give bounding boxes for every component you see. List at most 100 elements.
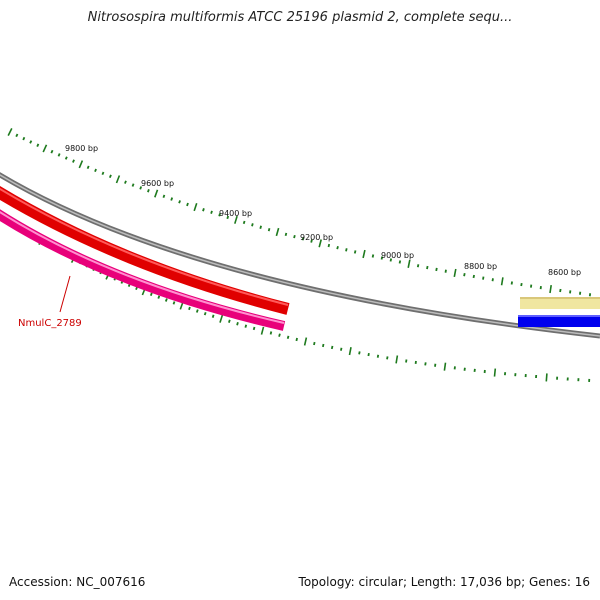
outer-scale-tick	[218, 213, 221, 217]
outer-scale-tick	[50, 149, 54, 154]
outer-scale-tick	[42, 144, 48, 153]
inner-scale-tick	[295, 337, 298, 342]
outer-scale-tick	[178, 200, 181, 204]
outer-scale-tick	[472, 274, 475, 279]
outer-scale-tick	[453, 268, 457, 278]
inner-scale-tick	[219, 314, 224, 323]
inner-scale-tick	[313, 341, 316, 346]
inner-scale-tick	[330, 345, 334, 350]
inner-scale-tick	[211, 314, 215, 318]
outer-scale-tick	[559, 288, 562, 293]
gene-red[interactable]	[0, 185, 290, 315]
outer-scale-tick	[115, 175, 121, 184]
inner-scale-tick	[195, 309, 199, 313]
outer-scale-tick	[310, 239, 313, 243]
gene-yellow[interactable]	[520, 297, 600, 309]
outer-scale-tick	[226, 215, 230, 220]
outer-scale-tick	[435, 267, 438, 272]
tick-label-9600: 9600 bp	[141, 179, 174, 188]
outer-scale-tick	[22, 136, 26, 141]
tick-label-9400: 9400 bp	[219, 209, 252, 218]
outer-scale-tick	[491, 278, 494, 282]
outer-scale-tick	[398, 260, 402, 264]
inner-scale-tick	[203, 311, 207, 316]
inner-scale-tick	[149, 292, 153, 297]
outer-scale-tick	[327, 243, 331, 248]
gene-nmulc-2789[interactable]	[0, 209, 286, 331]
tick-label-8800: 8800 bp	[464, 262, 497, 271]
inner-scale-tick	[395, 355, 399, 364]
outer-scale-tick	[318, 239, 322, 248]
inner-scale-tick	[252, 326, 256, 331]
outer-scale-tick	[7, 128, 13, 136]
tick-label-9000: 9000 bp	[381, 251, 414, 260]
outer-scale-tick	[101, 171, 105, 176]
outer-scale-tick	[139, 186, 143, 190]
outer-scale-tick	[15, 133, 19, 138]
gene-blue-highlight	[518, 315, 600, 317]
outer-ticks	[7, 128, 592, 297]
inner-scale-tick	[260, 326, 265, 335]
outer-scale-tick	[147, 189, 150, 193]
inner-scale-tick	[545, 373, 548, 382]
outer-scale-tick	[234, 215, 238, 224]
outer-scale-tick	[362, 249, 366, 259]
outer-scale-tick	[154, 189, 159, 198]
outer-scale-tick	[29, 140, 33, 144]
outer-scale-tick	[124, 180, 127, 184]
inner-scale-tick	[188, 306, 191, 311]
inner-scale-tick	[172, 301, 176, 305]
gene-nmulc-2789-highlight	[0, 210, 285, 324]
inner-scale-tick	[405, 359, 408, 363]
inner-scale-tick	[236, 322, 239, 326]
tick-label-9200: 9200 bp	[300, 233, 333, 242]
gene-label-nmulc-2789[interactable]: NmulC_2789	[18, 318, 82, 329]
map-title: Nitrosospira multiformis ATCC 25196 plas…	[87, 10, 513, 25]
outer-scale-tick	[72, 159, 75, 163]
outer-scale-tick	[86, 165, 90, 170]
outer-scale-tick	[426, 265, 429, 270]
outer-scale-tick	[259, 225, 262, 229]
outer-scale-tick	[210, 210, 213, 214]
outer-scale-tick	[57, 153, 61, 157]
outer-scale-tick	[500, 277, 504, 286]
outer-scale-tick	[371, 254, 375, 258]
outer-scale-tick	[284, 232, 288, 237]
outer-scale-tick	[267, 227, 271, 232]
outer-scale-tick	[345, 248, 348, 252]
outer-scale-tick	[444, 269, 447, 273]
gene-yellow-edge	[520, 297, 600, 299]
outer-scale-tick	[463, 273, 466, 277]
inner-scale-tick	[164, 298, 168, 302]
gene-blue[interactable]	[518, 315, 600, 327]
outer-scale-tick	[380, 256, 384, 260]
accession-text: Accession: NC_007616	[9, 575, 146, 589]
outer-scale-tick	[108, 174, 112, 179]
inner-scale-tick	[443, 362, 447, 371]
outer-scale-tick	[36, 143, 40, 147]
outer-scale-tick	[275, 227, 280, 237]
outer-scale-tick	[193, 203, 198, 212]
inner-scale-tick	[278, 333, 281, 337]
tick-label-8600: 8600 bp	[548, 268, 581, 277]
outer-scale-tick	[336, 245, 339, 250]
outer-scale-tick	[242, 220, 246, 225]
outer-scale-tick	[353, 250, 357, 254]
outer-scale-tick	[202, 208, 205, 212]
gene-red-highlight	[0, 187, 289, 306]
inner-scale-tick	[244, 324, 248, 328]
backbone-arc-highlight	[0, 174, 600, 337]
tick-label-9800: 9800 bp	[65, 144, 98, 153]
inner-scale-tick	[340, 347, 343, 351]
outer-scale-tick	[170, 197, 174, 201]
inner-scale-tick	[322, 343, 325, 348]
inner-scale-tick	[358, 351, 361, 355]
outer-scale-tick	[407, 259, 411, 268]
outer-scale-tick	[520, 282, 523, 287]
outer-scale-tick	[549, 284, 552, 294]
outer-scale-tick	[64, 156, 68, 160]
gene-label-leader	[59, 275, 71, 313]
outer-scale-tick	[78, 160, 84, 169]
